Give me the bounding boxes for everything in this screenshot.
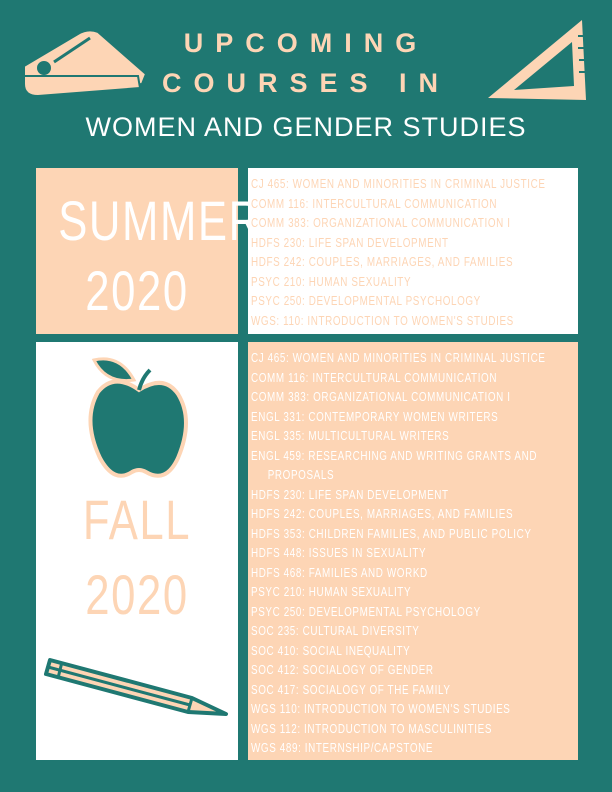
stapler-icon bbox=[23, 29, 148, 98]
title-line-2: COURSES IN bbox=[161, 68, 451, 98]
fall-course-list: CJ 465: WOMEN AND MINORITIES IN CRIMINAL… bbox=[251, 348, 612, 758]
course-item: PSYC 210: HUMAN SEXUALITY bbox=[251, 584, 412, 599]
apple-icon bbox=[88, 357, 188, 478]
course-item: HDFS 230: LIFE SPAN DEVELOPMENT bbox=[251, 486, 449, 502]
course-item: HDFS 353: CHILDREN FAMILIES, AND PUBLIC … bbox=[251, 525, 532, 541]
summer-title: SUMMER bbox=[58, 189, 262, 252]
course-item: WGS 110: INTRODUCTION TO WOMEN'S STUDIES bbox=[251, 701, 511, 716]
course-item: HDFS 242: COUPLES, MARRIAGES, AND FAMILI… bbox=[251, 254, 514, 269]
title-line-1: UPCOMING bbox=[183, 28, 429, 58]
fall-label-panel: FALL 2020 bbox=[36, 342, 238, 760]
course-item: CJ 465: WOMEN AND MINORITIES IN CRIMINAL… bbox=[251, 176, 546, 191]
fall-course-panel: CJ 465: WOMEN AND MINORITIES IN CRIMINAL… bbox=[248, 342, 578, 760]
summer-label-panel: SUMMER 2020 bbox=[36, 168, 262, 334]
fall-title: FALL bbox=[82, 488, 192, 551]
course-item: COMM 116: INTERCULTURAL COMMUNICATION bbox=[251, 369, 498, 385]
course-item: SOC 235: CULTURAL DIVERSITY bbox=[251, 623, 420, 638]
course-item: CJ 465: WOMEN AND MINORITIES IN CRIMINAL… bbox=[251, 350, 546, 365]
course-item: HDFS 242: COUPLES, MARRIAGES, AND FAMILI… bbox=[251, 506, 514, 521]
title-line-3: WOMEN AND GENDER STUDIES bbox=[85, 112, 527, 142]
course-item: COMM 383: ORGANIZATIONAL COMMUNICATION I bbox=[251, 389, 511, 404]
summer-course-list: CJ 465: WOMEN AND MINORITIES IN CRIMINAL… bbox=[251, 174, 612, 330]
course-item: PSYC 250: DEVELOPMENTAL PSYCHOLOGY bbox=[251, 603, 481, 619]
course-item: SOC 412: SOCIALOGY OF GENDER bbox=[251, 662, 434, 677]
course-item: WGS 112: INTRODUCTION TO MASCULINITIES bbox=[251, 720, 493, 736]
course-item: COMM 383: ORGANIZATIONAL COMMUNICATION I bbox=[251, 215, 511, 230]
pencil-icon bbox=[44, 658, 228, 716]
set-square-icon bbox=[488, 20, 586, 100]
course-item: COMM 116: INTERCULTURAL COMMUNICATION bbox=[251, 195, 498, 211]
course-item: SOC 410: SOCIAL INEQUALITY bbox=[251, 642, 411, 658]
course-item: HDFS 230: LIFE SPAN DEVELOPMENT bbox=[251, 234, 449, 250]
course-item: WGS: 110: INTRODUCTION TO WOMEN'S STUDIE… bbox=[251, 312, 514, 328]
summer-course-panel: CJ 465: WOMEN AND MINORITIES IN CRIMINAL… bbox=[248, 168, 578, 334]
course-item: PSYC 250: DEVELOPMENTAL PSYCHOLOGY bbox=[251, 293, 481, 308]
course-item: ENGL 459: RESEARCHING AND WRITING GRANTS… bbox=[251, 447, 538, 483]
fall-year: 2020 bbox=[85, 563, 189, 626]
course-item: HDFS 468: FAMILIES AND WORKD bbox=[251, 564, 428, 580]
course-item: WGS 489: INTERNSHIP/CAPSTONE bbox=[251, 740, 434, 755]
summer-year: 2020 bbox=[85, 259, 189, 322]
course-item: SOC 417: SOCIALOGY OF THE FAMILY bbox=[251, 681, 451, 697]
course-item: ENGL 331: CONTEMPORARY WOMEN WRITERS bbox=[251, 408, 499, 424]
course-item: PSYC 210: HUMAN SEXUALITY bbox=[251, 273, 412, 289]
course-item: HDFS 448: ISSUES IN SEXUALITY bbox=[251, 545, 427, 560]
course-item: ENGL 335: MULTICULTURAL WRITERS bbox=[251, 428, 450, 443]
